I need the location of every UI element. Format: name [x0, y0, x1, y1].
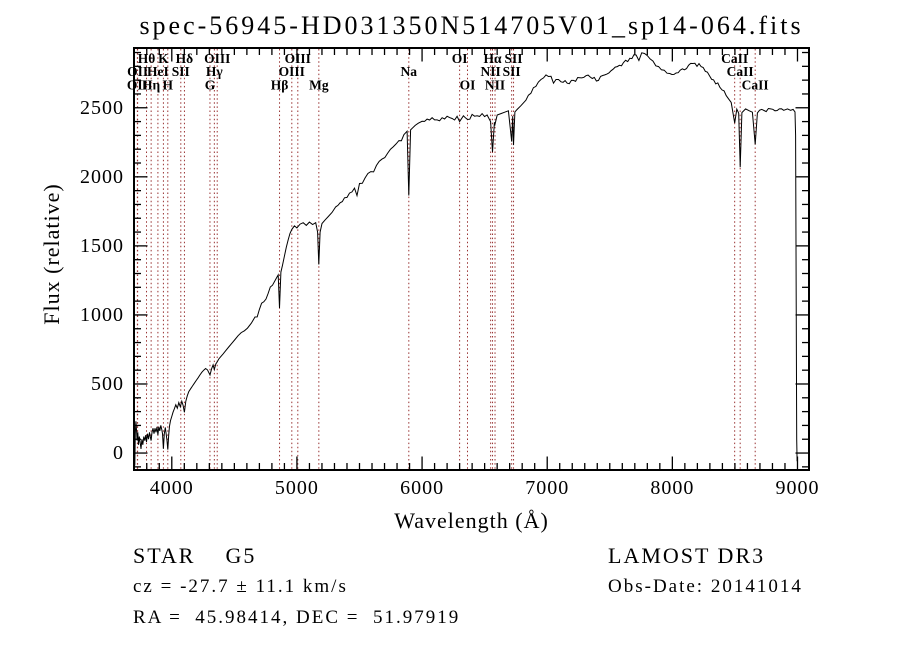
spectral-line-label: SII [503, 64, 521, 79]
spectrum-trace [133, 52, 798, 466]
spectral-line-label: CaII [721, 51, 748, 66]
spectral-line-label: OIII [285, 51, 311, 66]
spectral-line-label: CaII [727, 64, 754, 79]
radial-velocity-label: cz = -27.7 ± 11.1 km/s [133, 576, 348, 597]
y-tick-label: 1000 [80, 303, 124, 326]
spectrum-plot-canvas: OIIOIIHθHηHeIKHSIIHδGHγOIIIHβOIIIOIIIMgN… [127, 47, 810, 471]
plot-frame [133, 47, 810, 471]
y-tick-label: 0 [113, 442, 124, 465]
spectral-line-label: OIII [279, 64, 305, 79]
plot-area: OII OII Hθ Hη HeI K H SII Hδ G Hγ OIII Hβ OIII OIII Mg N… [127, 47, 810, 471]
spectral-line-label: Hα [483, 51, 502, 66]
spectral-line-label: OI [452, 51, 468, 66]
y-tick-label: 2000 [80, 165, 124, 188]
x-tick-label: 7000 [525, 477, 570, 499]
x-tick-label: 6000 [400, 477, 445, 499]
spectral-line-label: Hδ [176, 51, 194, 66]
spectral-line-label: CaII [742, 77, 769, 92]
spectral-line-label: SII [505, 51, 523, 66]
spectral-line-label: H [163, 77, 174, 92]
spectral-line-label: NII [485, 77, 505, 92]
spectral-line-label: OII [127, 64, 148, 79]
x-tick-label: 4000 [149, 477, 194, 499]
obs-date-label: Obs-Date: 20141014 [608, 576, 803, 597]
object-class-label: STAR G5 [133, 543, 257, 568]
ra-dec-label: RA = 45.98414, DEC = 51.97919 [133, 607, 461, 628]
spectral-line-label: OII [127, 77, 148, 92]
spectral-line-label: SII [172, 64, 190, 79]
plot-title: spec-56945-HD031350N514705V01_sp14-064.f… [139, 11, 804, 40]
spectral-line-label: NII [481, 64, 501, 79]
spectral-line-label: OI [460, 77, 476, 92]
spectral-line-label: G [205, 77, 216, 92]
x-axis-label: Wavelength (Å) [394, 508, 549, 533]
survey-release-label: LAMOST DR3 [608, 543, 766, 568]
x-tick-label: 5000 [274, 477, 319, 499]
spectral-line-label: Hβ [271, 77, 289, 92]
y-tick-label: 500 [91, 372, 124, 395]
spectral-line-label: Hθ [138, 51, 156, 66]
spectral-line-label: Na [401, 64, 418, 79]
spectral-line-label: HeI [147, 64, 169, 79]
spectral-line-label: Hγ [206, 64, 224, 79]
y-tick-label: 2500 [80, 96, 124, 119]
spectral-line-label: K [158, 51, 169, 66]
spectral-line-label: OIII [204, 51, 230, 66]
x-tick-label: 8000 [650, 477, 695, 499]
y-tick-label: 1500 [80, 234, 124, 257]
x-tick-label: 9000 [775, 477, 820, 499]
spectral-line-label: Hη [142, 77, 161, 92]
spectral-line-label: Mg [309, 77, 329, 92]
